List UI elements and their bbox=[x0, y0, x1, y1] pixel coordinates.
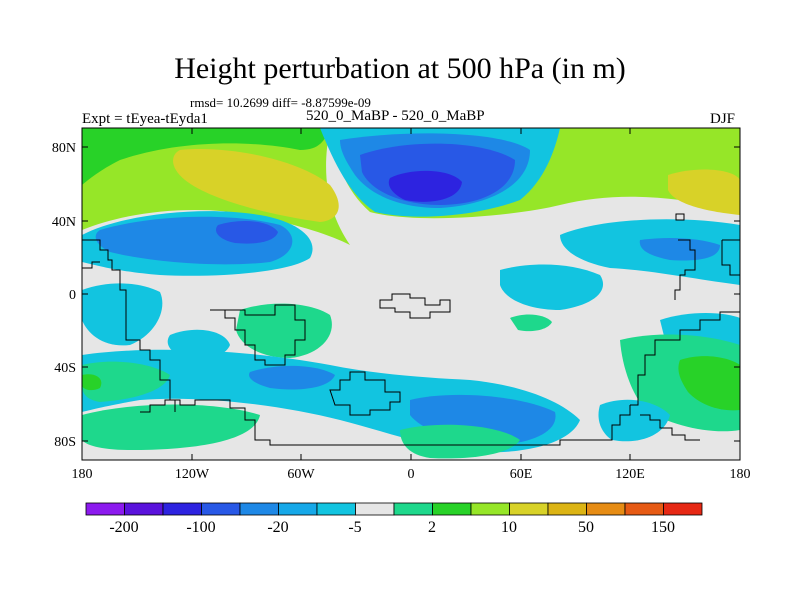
colorbar-swatch bbox=[278, 502, 318, 516]
colorbar-label: -200 bbox=[109, 519, 138, 536]
colorbar-swatch bbox=[509, 502, 549, 516]
coast-antarctica-east bbox=[630, 311, 740, 406]
season-label: DJF bbox=[710, 111, 736, 127]
colorbar-label: 50 bbox=[578, 519, 594, 536]
atlantic-green bbox=[82, 128, 330, 185]
north-low-center bbox=[388, 170, 462, 202]
trop-blue-1 bbox=[82, 283, 163, 346]
lon-label: 180 bbox=[730, 467, 751, 482]
colorbar-label: -100 bbox=[186, 519, 215, 536]
south-blue-west bbox=[249, 365, 335, 390]
colorbar-swatch bbox=[124, 502, 164, 516]
coast-africa bbox=[379, 293, 451, 319]
colorbar-label: 10 bbox=[501, 519, 517, 536]
coast-islands-east bbox=[640, 414, 700, 441]
colorbar-swatch bbox=[547, 502, 587, 516]
east-high-yellow bbox=[668, 169, 740, 215]
coast-asia-north bbox=[674, 239, 696, 300]
filled-contours bbox=[82, 128, 740, 460]
colorbar-swatch bbox=[663, 502, 703, 516]
plot-title: Height perturbation at 500 hPa (in m) bbox=[174, 52, 626, 85]
lat-label: 0 bbox=[69, 288, 76, 303]
lat-label: 40S bbox=[54, 361, 76, 376]
lat-label: 40N bbox=[52, 215, 76, 230]
tick-marks bbox=[82, 128, 740, 460]
coast-south-america bbox=[210, 304, 306, 366]
colorbar-swatch bbox=[85, 502, 125, 516]
trop-green-2 bbox=[510, 314, 552, 332]
lat-label: 80N bbox=[52, 141, 76, 156]
coast-america bbox=[82, 239, 176, 412]
south-green-west-core bbox=[82, 374, 102, 391]
colorbar bbox=[85, 502, 703, 516]
colorbar-label: -5 bbox=[348, 519, 361, 536]
trop-blue-2 bbox=[500, 264, 604, 310]
north-high-yellow bbox=[173, 149, 339, 222]
colorbar-swatch bbox=[201, 502, 241, 516]
coast-small-box bbox=[675, 213, 685, 221]
coast-antarctic-peninsula bbox=[329, 371, 401, 416]
rmsd-diff-stats: rmsd= 10.2699 diff= -8.87599e-09 bbox=[190, 95, 371, 110]
lon-label: 180 bbox=[72, 467, 93, 482]
south-blue-east bbox=[598, 399, 670, 442]
coastlines bbox=[82, 213, 740, 446]
colorbar-label: 2 bbox=[428, 519, 436, 536]
colorbar-swatch bbox=[470, 502, 510, 516]
west-low-core bbox=[215, 220, 278, 244]
lon-label: 60E bbox=[510, 467, 533, 482]
colorbar-label: -20 bbox=[267, 519, 288, 536]
south-green-far bbox=[82, 404, 260, 450]
east-low-mid bbox=[639, 237, 720, 261]
coast-west-edge bbox=[82, 261, 100, 269]
colorbar-label: 150 bbox=[651, 519, 675, 536]
lon-label: 120E bbox=[615, 467, 645, 482]
colorbar-swatch bbox=[432, 502, 472, 516]
colorbar-swatch bbox=[355, 502, 395, 516]
colorbar-swatch bbox=[239, 502, 279, 516]
lon-label: 120W bbox=[175, 467, 210, 482]
case-label: 520_0_MaBP - 520_0_MaBP bbox=[306, 108, 485, 124]
experiment-label: Expt = tEyea-tEyda1 bbox=[82, 111, 208, 127]
coast-east-edge bbox=[721, 239, 740, 276]
south-green-far-east bbox=[400, 424, 520, 459]
lon-label: 60W bbox=[287, 467, 315, 482]
colorbar-swatch bbox=[393, 502, 433, 516]
lon-label: 0 bbox=[408, 467, 415, 482]
lat-label: 80S bbox=[54, 435, 76, 450]
south-green-east-core bbox=[678, 356, 740, 411]
colorbar-swatch bbox=[316, 502, 356, 516]
trop-green-1 bbox=[236, 303, 332, 358]
colorbar-swatch bbox=[624, 502, 664, 516]
coast-antarctica-west bbox=[140, 399, 631, 446]
south-green-west bbox=[82, 361, 170, 402]
colorbar-swatch bbox=[586, 502, 626, 516]
colorbar-swatch bbox=[162, 502, 202, 516]
